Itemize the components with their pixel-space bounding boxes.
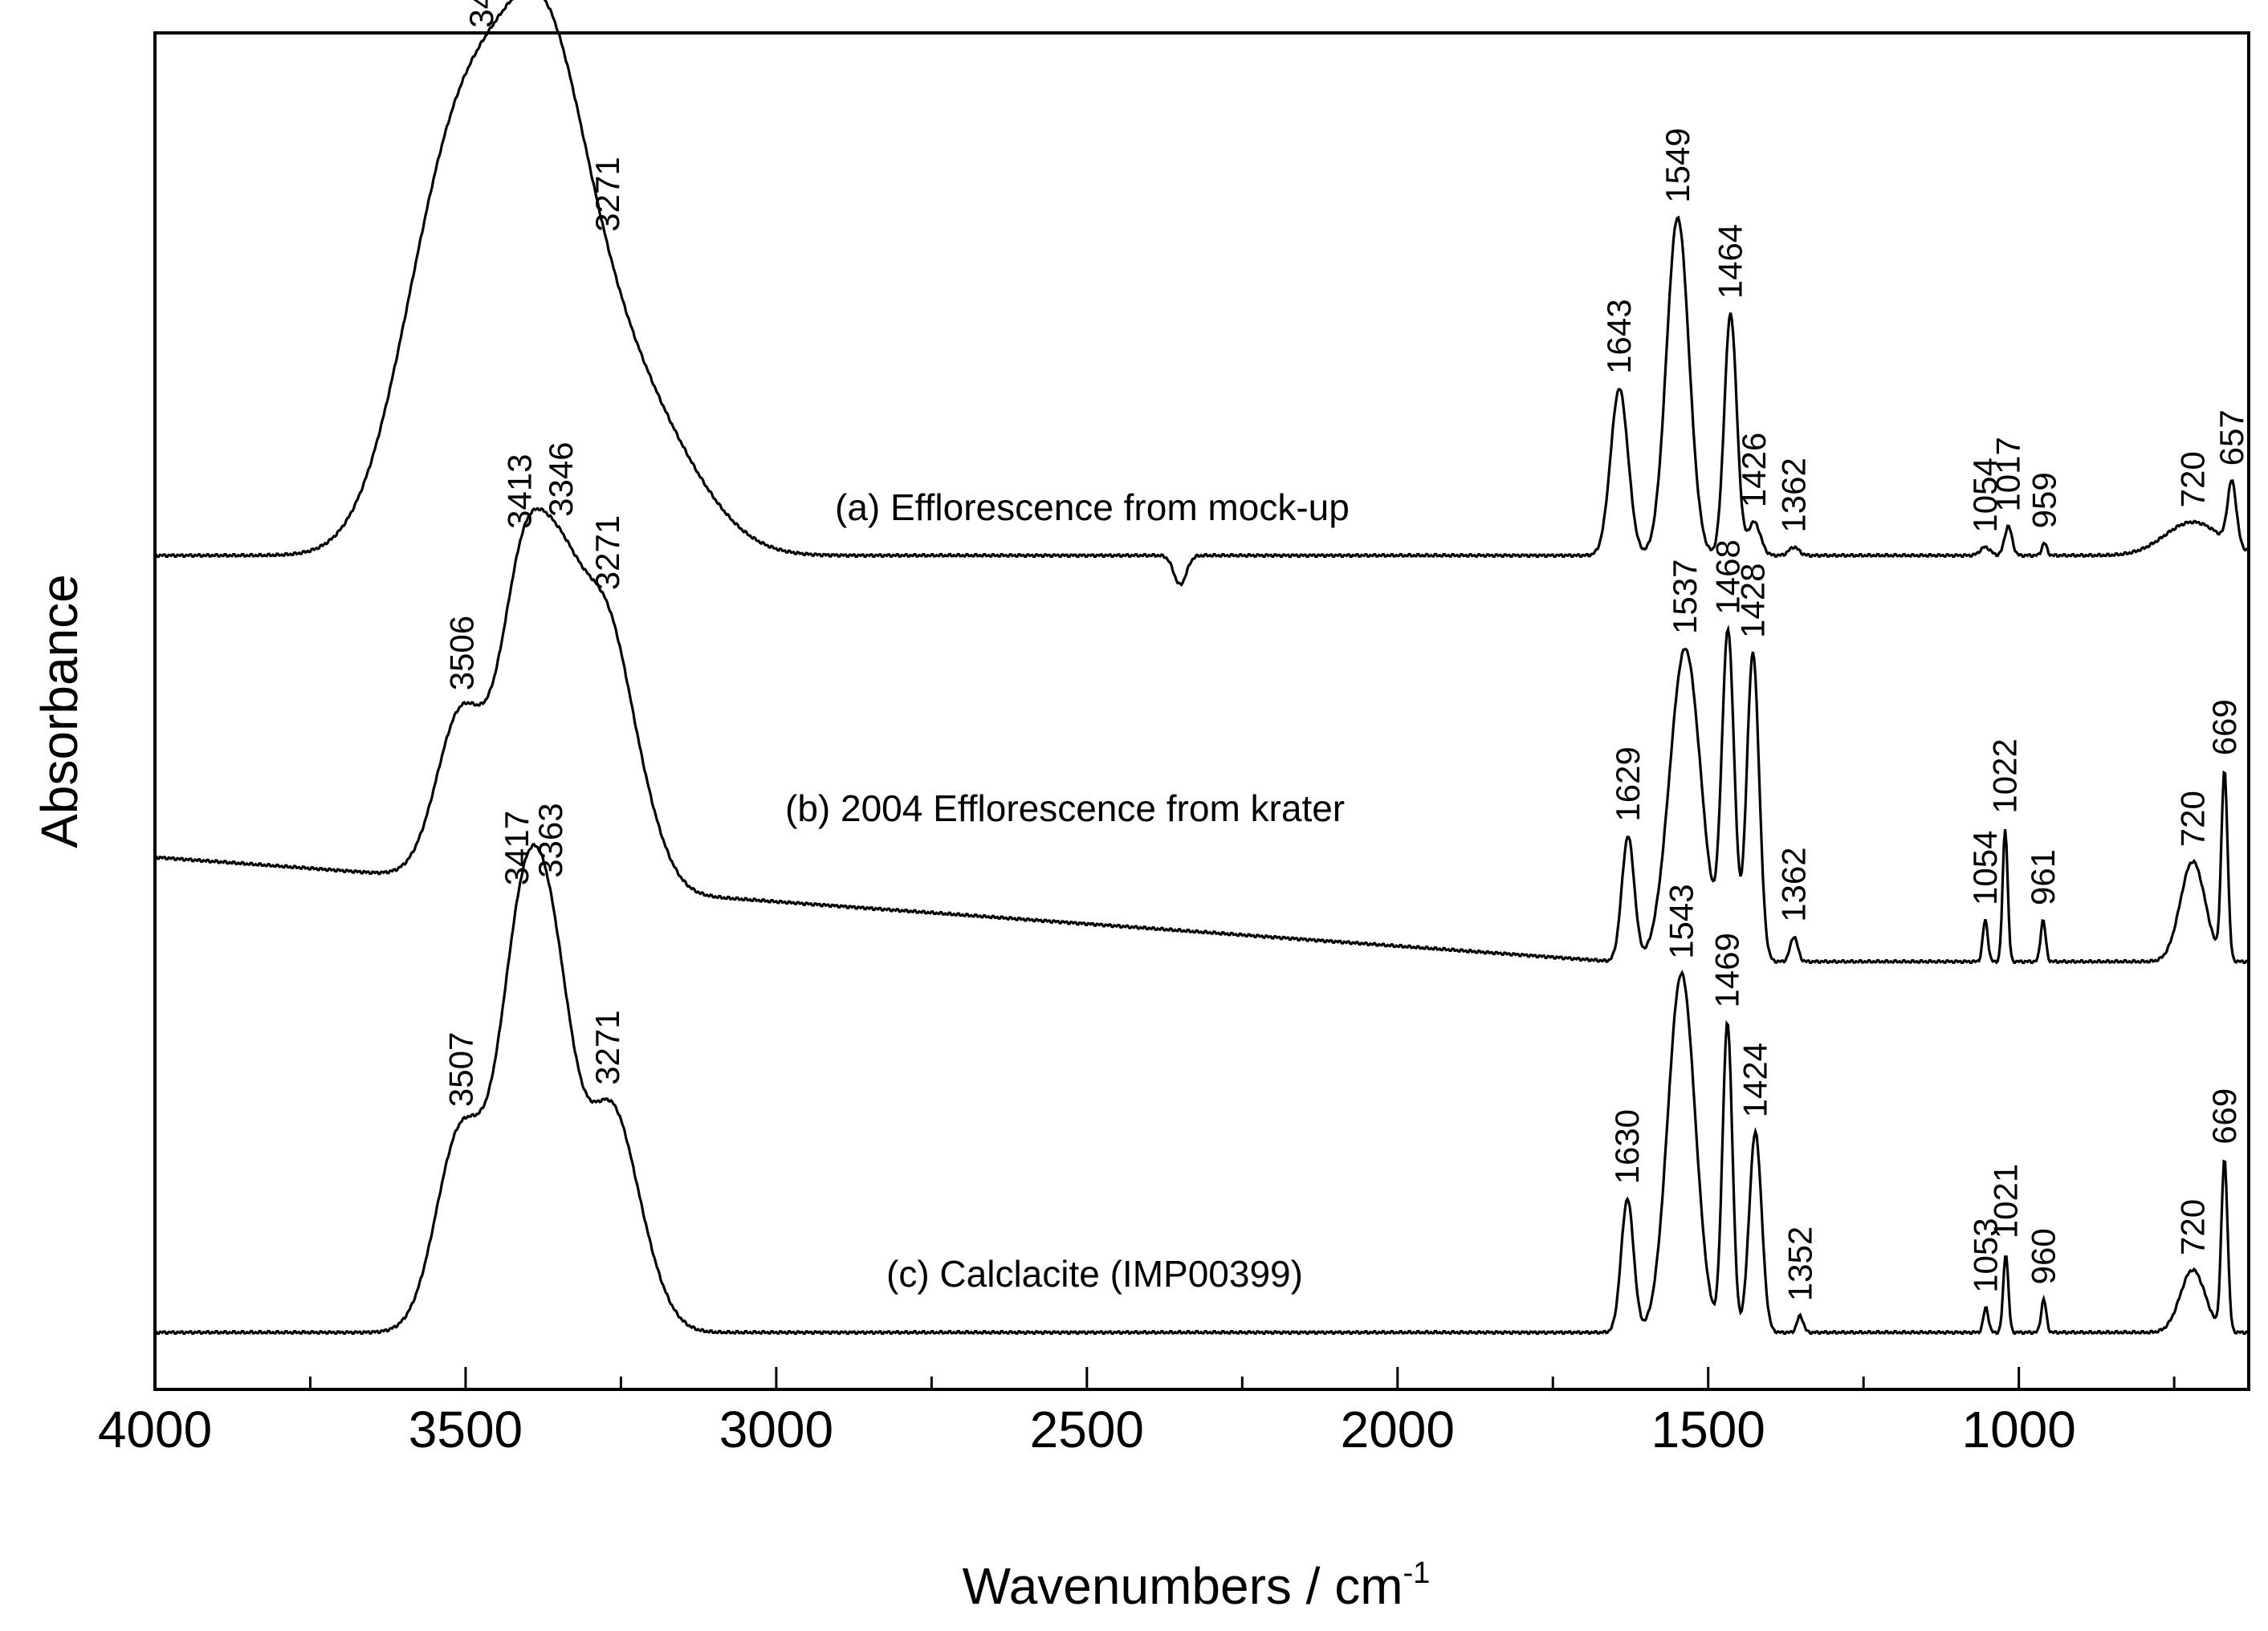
peak-labels: 3474336732711643154914641426136210541017… (442, 0, 2251, 1301)
peak-label: 1053 (1967, 1218, 2005, 1292)
peak-label: 657 (2213, 409, 2250, 466)
trace-label-b: (b) 2004 Efflorescence from krater (785, 787, 1345, 829)
x-axis-tick-labels: 4000 3500 3000 2500 2000 1500 1000 (98, 1401, 2076, 1458)
peak-label: 720 (2173, 1199, 2211, 1255)
x-tick-label: 1000 (1961, 1401, 2075, 1458)
trace-label-a: (a) Efflorescence from mock-up (835, 486, 1350, 528)
peak-label: 1643 (1600, 299, 1638, 374)
peak-label: 959 (2025, 472, 2062, 528)
peak-label: 1352 (1781, 1226, 1818, 1301)
peak-label: 1022 (1986, 738, 2024, 813)
x-tick-label: 3500 (409, 1401, 523, 1458)
peak-label: 1549 (1659, 128, 1696, 202)
x-tick-label: 1500 (1651, 1401, 1765, 1458)
peak-label: 720 (2173, 791, 2211, 847)
trace-label-c: (c) Calclacite (IMP00399) (886, 1253, 1303, 1295)
peak-label: 1426 (1735, 433, 1773, 507)
x-axis-ticks (153, 1367, 2176, 1389)
spectrum-trace-b (155, 506, 2250, 965)
peak-label: 960 (2025, 1228, 2062, 1284)
x-tick-label: 4000 (98, 1401, 212, 1458)
peak-label: 1017 (1989, 437, 2027, 511)
peak-label: 3363 (531, 803, 569, 877)
peak-label: 1362 (1775, 458, 1813, 532)
x-tick-label: 2500 (1030, 1401, 1144, 1458)
peak-label: 669 (2205, 1088, 2243, 1145)
peak-label: 3271 (588, 157, 626, 231)
x-tick-label: 3000 (719, 1401, 833, 1458)
peak-label: 3271 (588, 1010, 626, 1084)
peak-label: 1464 (1712, 224, 1749, 299)
peak-label: 3506 (442, 616, 480, 690)
peak-label: 1054 (1966, 831, 2004, 905)
peak-label: 1054 (1966, 458, 2004, 532)
peak-label: 1362 (1775, 847, 1813, 921)
spectrum-trace-a (154, 0, 2250, 588)
x-tick-label: 2000 (1341, 1401, 1455, 1458)
peak-label: 1468 (1709, 539, 1747, 614)
peak-label: 1021 (1986, 1164, 2024, 1239)
peak-label: 1469 (1708, 933, 1746, 1007)
spectrum-trace-c (154, 842, 2250, 1336)
peak-label: 1537 (1666, 559, 1704, 634)
peak-label: 720 (2173, 451, 2211, 507)
peak-label: 3474 (462, 0, 500, 28)
peak-label: 961 (2024, 849, 2062, 905)
x-axis-title-sup: -1 (1403, 1556, 1431, 1590)
spectrum-traces (154, 0, 2250, 1336)
peak-label: 1629 (1609, 746, 1647, 821)
peak-label: 3417 (498, 811, 535, 885)
peak-label: 1428 (1733, 563, 1771, 638)
peak-label: 3413 (500, 454, 538, 528)
y-axis-title: Absorbance (31, 574, 88, 848)
x-axis-title-main: Wavenumbers / cm (963, 1557, 1403, 1615)
peak-label: 1630 (1608, 1109, 1646, 1184)
peak-label: 3507 (442, 1032, 480, 1107)
peak-label: 1424 (1737, 1043, 1774, 1117)
x-axis-title: Wavenumbers / cm-1 (963, 1556, 1431, 1615)
peak-label: 3346 (542, 441, 580, 516)
plot-frame (153, 31, 2250, 1391)
peak-label: 3271 (588, 515, 626, 590)
peak-label: 1543 (1662, 884, 1700, 958)
peak-label: 669 (2205, 699, 2243, 755)
